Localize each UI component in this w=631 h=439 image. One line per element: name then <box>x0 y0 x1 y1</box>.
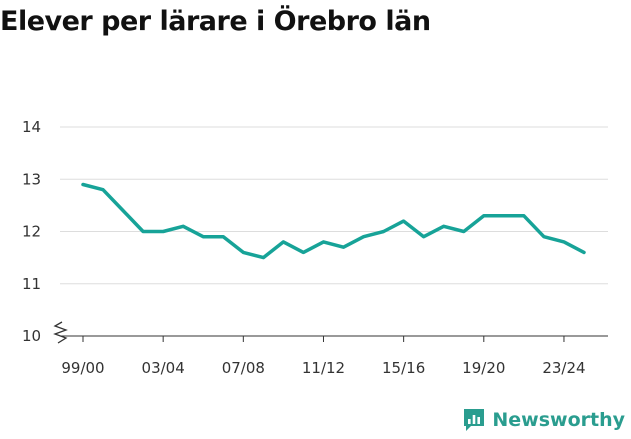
y-tick-label: 12 <box>22 223 41 241</box>
x-tick-label: 07/08 <box>222 359 265 377</box>
y-tick-label: 11 <box>22 275 41 293</box>
x-tick-label: 99/00 <box>61 359 104 377</box>
brand: Newsworthy <box>462 407 625 433</box>
y-tick-label: 13 <box>22 170 41 188</box>
x-tick-label: 15/16 <box>382 359 425 377</box>
x-tick-label: 19/20 <box>462 359 505 377</box>
x-tick-label: 03/04 <box>142 359 185 377</box>
axis-break-mark <box>53 321 68 344</box>
x-tick-label: 11/12 <box>302 359 345 377</box>
y-tick-label: 14 <box>22 118 41 136</box>
chart-title: Elever per lärare i Örebro län <box>0 6 431 37</box>
newsworthy-logo-icon <box>464 409 485 431</box>
brand-name: Newsworthy <box>492 409 625 431</box>
x-tick-label: 23/24 <box>542 359 585 377</box>
series-line-0 <box>81 182 586 260</box>
y-tick-label: 10 <box>22 327 41 345</box>
